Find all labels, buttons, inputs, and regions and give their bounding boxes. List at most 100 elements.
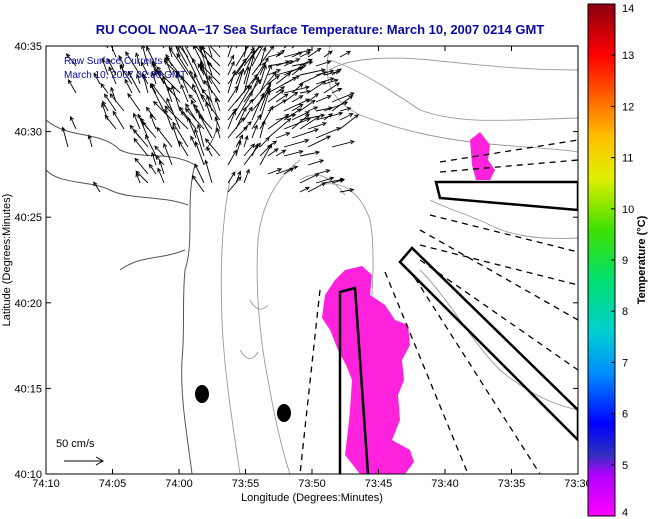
current-vector: [243, 106, 253, 121]
x-tick-label: 73:35: [498, 478, 526, 490]
current-vector: [291, 113, 310, 130]
current-vector: [192, 83, 205, 112]
current-vector: [203, 79, 221, 103]
current-vector: [259, 90, 271, 121]
current-vector: [299, 99, 316, 112]
x-tick-label: 74:10: [32, 478, 60, 490]
current-vector: [283, 167, 295, 175]
current-vector: [243, 46, 261, 67]
current-vector: [291, 95, 304, 103]
colorbar: 14 13 12 11 10 9 8 7 6 5 4 Temperature (°C): [587, 3, 648, 519]
coastline: [46, 49, 218, 474]
current-vector: [331, 68, 342, 76]
current-vector: [315, 176, 335, 184]
current-vector: [339, 50, 352, 58]
current-vector: [331, 140, 356, 148]
current-vector: [108, 66, 117, 85]
current-vector: [283, 58, 301, 67]
current-vector: [283, 85, 310, 94]
current-vector: [275, 93, 289, 103]
current-vector: [157, 167, 165, 184]
current-vector: [235, 91, 253, 121]
current-vector: [259, 143, 273, 166]
current-vector: [227, 110, 236, 130]
current-vector: [167, 86, 181, 103]
current-vector: [235, 84, 252, 112]
current-vector: [227, 54, 235, 67]
map-plot-area: Raw Surface Currents March 10, 2007 02:0…: [46, 46, 578, 474]
current-vector: [178, 140, 189, 157]
current-vector: [307, 47, 322, 58]
current-vector: [69, 115, 77, 130]
bathymetry-contours: [220, 46, 578, 474]
current-vector: [307, 93, 320, 103]
colorbar-tick-label: 12: [622, 101, 634, 113]
current-vector: [175, 46, 181, 58]
current-vector: [101, 57, 109, 76]
current-vector: [145, 134, 157, 157]
current-vector: [283, 48, 312, 58]
current-vector: [156, 66, 165, 76]
current-vector: [307, 135, 332, 148]
colorbar-tick-label: 14: [622, 3, 634, 15]
y-tick-label: 40:20: [14, 298, 42, 310]
current-vector: [187, 116, 197, 139]
current-vector: [251, 114, 262, 130]
y-tick-label: 40:30: [14, 127, 42, 139]
current-vector: [151, 151, 157, 166]
current-vector: [267, 75, 280, 85]
colorbar-tick-label: 5: [622, 460, 628, 472]
current-vector: [339, 113, 354, 121]
current-vector: [185, 103, 197, 121]
current-vector: [164, 105, 189, 130]
current-vector: [93, 181, 101, 193]
current-vector: [227, 149, 237, 166]
current-vector: [243, 66, 250, 85]
colorbar-tick-label: 8: [622, 306, 628, 318]
current-vector: [196, 123, 205, 148]
analysis-boxes: [338, 180, 578, 474]
current-vector: [275, 60, 291, 67]
current-vector: [135, 170, 149, 184]
current-vector: [164, 108, 173, 130]
current-vector: [194, 128, 205, 157]
current-vector: [299, 51, 312, 58]
current-vector: [291, 103, 304, 112]
current-vector: [195, 108, 213, 139]
current-vector: [291, 128, 320, 139]
current-vector: [251, 46, 275, 76]
current-vector: [259, 64, 267, 85]
current-vector: [199, 60, 213, 94]
current-legend: Raw Surface Currents March 10, 2007 02:0…: [56, 56, 186, 466]
figure-title: RU COOL NOAA−17 Sea Surface Temperature:…: [96, 22, 545, 37]
current-vector: [206, 146, 213, 157]
current-vector: [193, 103, 205, 121]
current-vector: [339, 188, 355, 193]
current-vector: [275, 49, 285, 58]
legend-line-2: March 10, 2007 02:00 GMT: [64, 70, 186, 81]
current-vector: [61, 126, 69, 148]
current-vector: [209, 46, 221, 58]
current-vector: [315, 60, 332, 67]
current-vector: [299, 71, 327, 85]
current-vector: [267, 113, 290, 130]
x-tick-label: 73:50: [298, 478, 326, 490]
current-vector: [65, 53, 77, 67]
current-vector: [331, 88, 343, 94]
current-vector: [315, 95, 332, 103]
current-vector: [171, 84, 181, 112]
current-vector: [323, 82, 341, 94]
current-vector: [259, 119, 266, 139]
current-vector: [132, 128, 149, 148]
current-vector: [208, 75, 221, 94]
current-vector: [267, 69, 282, 76]
current-vector: [194, 163, 205, 184]
current-vector: [208, 46, 213, 58]
current-vector: [227, 58, 247, 85]
current-vector: [141, 72, 149, 94]
y-tick-label: 40:35: [14, 41, 42, 53]
current-vector: [227, 46, 233, 58]
scale-label: 50 cm/s: [56, 438, 95, 450]
current-vector: [283, 149, 304, 157]
current-vector: [214, 116, 221, 130]
